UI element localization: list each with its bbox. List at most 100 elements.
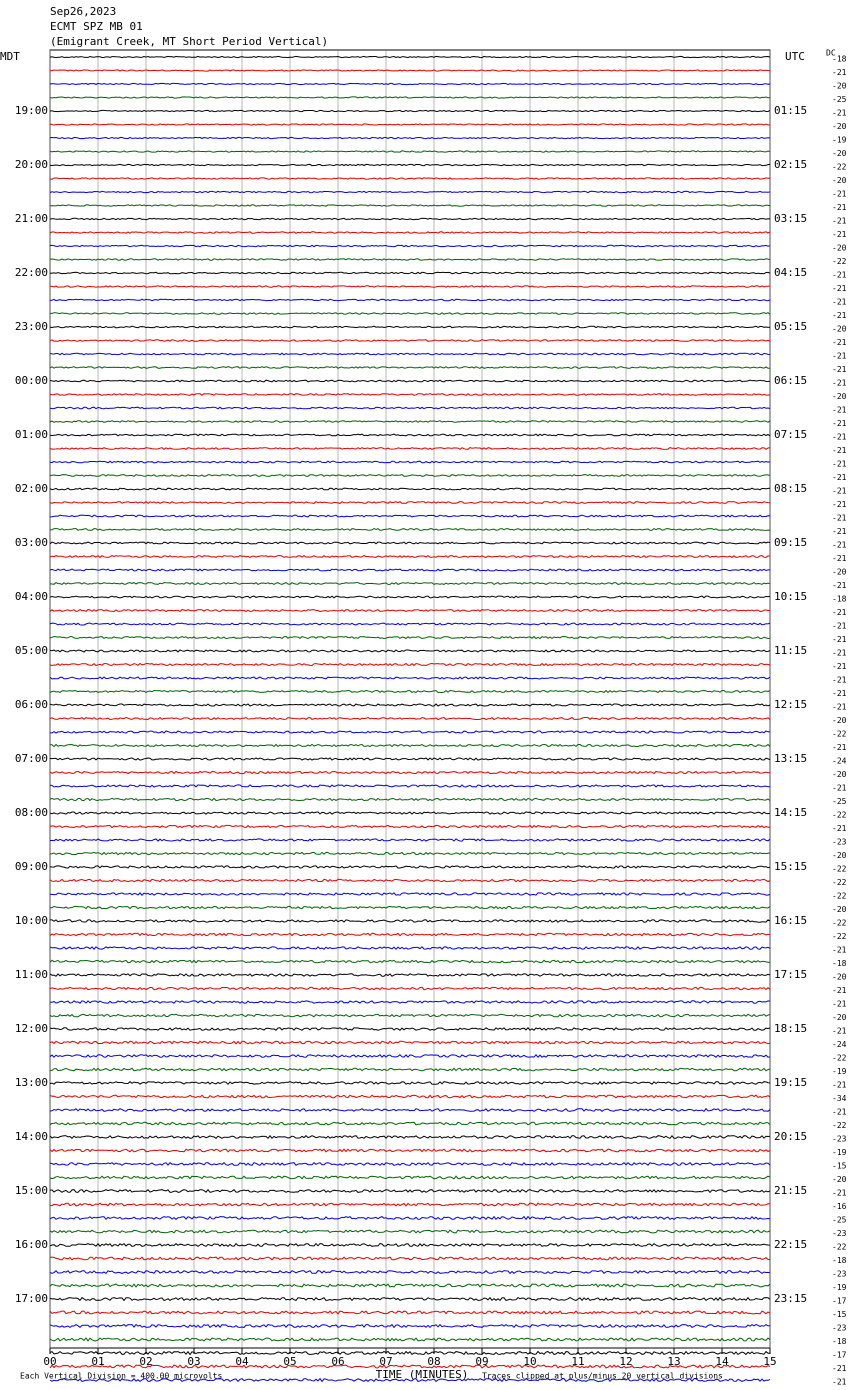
local-hour-label: 01:00	[15, 428, 48, 441]
footer-left: Each Vertical Division = 400.00 microvol…	[20, 1372, 222, 1381]
dc-offset: -21	[832, 365, 847, 374]
trace	[49, 797, 771, 802]
trace	[49, 204, 771, 207]
trace	[49, 514, 771, 518]
trace	[49, 1202, 771, 1207]
trace	[49, 460, 771, 464]
trace	[49, 1054, 771, 1058]
dc-offset: -21	[832, 203, 847, 212]
utc-hour-label: 13:15	[774, 752, 807, 765]
trace	[49, 635, 771, 640]
trace	[49, 136, 771, 140]
local-hour-label: 23:00	[15, 320, 48, 333]
trace	[49, 730, 771, 734]
local-hour-label: 16:00	[15, 1238, 48, 1251]
dc-offset: -21	[832, 676, 847, 685]
dc-offset: -24	[832, 1040, 847, 1049]
utc-hour-label: 02:15	[774, 158, 807, 171]
trace	[50, 743, 771, 748]
dc-offset: -15	[832, 1310, 847, 1319]
x-tick-label: 12	[619, 1355, 632, 1368]
dc-offset: -18	[832, 1256, 847, 1265]
trace	[50, 892, 771, 896]
local-hour-label: 09:00	[15, 860, 48, 873]
trace	[49, 541, 771, 545]
dc-offset: -21	[832, 554, 847, 563]
dc-offset: -21	[832, 635, 847, 644]
dc-offset: -21	[832, 311, 847, 320]
utc-hour-label: 06:15	[774, 374, 807, 387]
trace	[49, 946, 771, 950]
trace	[49, 366, 770, 369]
dc-offset: -21	[832, 649, 847, 658]
dc-offset: -21	[832, 1027, 847, 1036]
local-hour-label: 21:00	[15, 212, 48, 225]
trace	[49, 716, 771, 721]
dc-offset: -21	[832, 824, 847, 833]
trace	[49, 865, 771, 869]
dc-offset: -20	[832, 905, 847, 914]
x-tick-label: 05	[283, 1355, 296, 1368]
trace	[49, 554, 771, 559]
dc-offset: -21	[832, 500, 847, 509]
trace	[49, 190, 771, 194]
right-header: UTC	[785, 50, 805, 63]
dc-offset: -20	[832, 716, 847, 725]
dc-offset: -18	[832, 1337, 847, 1346]
trace	[49, 271, 771, 275]
local-hour-label: 03:00	[15, 536, 48, 549]
dc-offset: -22	[832, 892, 847, 901]
local-hour-label: 20:00	[15, 158, 48, 171]
dc-offset: -24	[832, 757, 847, 766]
dc-offset: -19	[832, 1148, 847, 1157]
dc-offset: -21	[832, 109, 847, 118]
x-tick-label: 02	[139, 1355, 152, 1368]
trace	[49, 96, 770, 99]
utc-hour-label: 04:15	[774, 266, 807, 279]
dc-offset: -21	[832, 1189, 847, 1198]
trace	[49, 1121, 771, 1126]
x-tick-label: 13	[667, 1355, 680, 1368]
dc-offset: -21	[832, 662, 847, 671]
dc-offset: -21	[832, 379, 847, 388]
dc-offset: -21	[832, 284, 847, 293]
dc-offset: -21	[832, 487, 847, 496]
trace	[49, 1188, 771, 1194]
dc-offset: -22	[832, 1054, 847, 1063]
trace	[49, 231, 771, 234]
local-hour-label: 12:00	[15, 1022, 48, 1035]
trace	[49, 420, 771, 423]
dc-offset: -21	[832, 703, 847, 712]
trace	[49, 474, 771, 478]
dc-offset: -18	[832, 595, 847, 604]
x-tick-label: 01	[91, 1355, 104, 1368]
utc-hour-label: 09:15	[774, 536, 807, 549]
trace	[49, 1148, 771, 1153]
dc-offset: -21	[832, 419, 847, 428]
dc-offset: -21	[832, 68, 847, 77]
local-hour-label: 07:00	[15, 752, 48, 765]
dc-offset: -22	[832, 811, 847, 820]
trace	[49, 379, 771, 383]
dc-offset: -23	[832, 838, 847, 847]
dc-offset: -21	[832, 190, 847, 199]
dc-offset: -21	[832, 784, 847, 793]
trace	[49, 1296, 771, 1302]
trace	[49, 622, 771, 626]
utc-hour-label: 01:15	[774, 104, 807, 117]
trace	[49, 581, 771, 586]
trace	[49, 932, 771, 937]
plot-frame	[49, 49, 771, 1349]
utc-hour-label: 05:15	[774, 320, 807, 333]
dc-offset: -22	[832, 878, 847, 887]
trace	[49, 82, 771, 86]
dc-offset: -20	[832, 122, 847, 131]
trace	[49, 1283, 771, 1288]
trace	[49, 1229, 771, 1234]
dc-offset: -20	[832, 149, 847, 158]
trace	[49, 150, 771, 153]
dc-offset: -21	[832, 1378, 847, 1387]
dc-offset: -19	[832, 1067, 847, 1076]
trace	[49, 662, 771, 667]
dc-offset: -25	[832, 95, 847, 104]
